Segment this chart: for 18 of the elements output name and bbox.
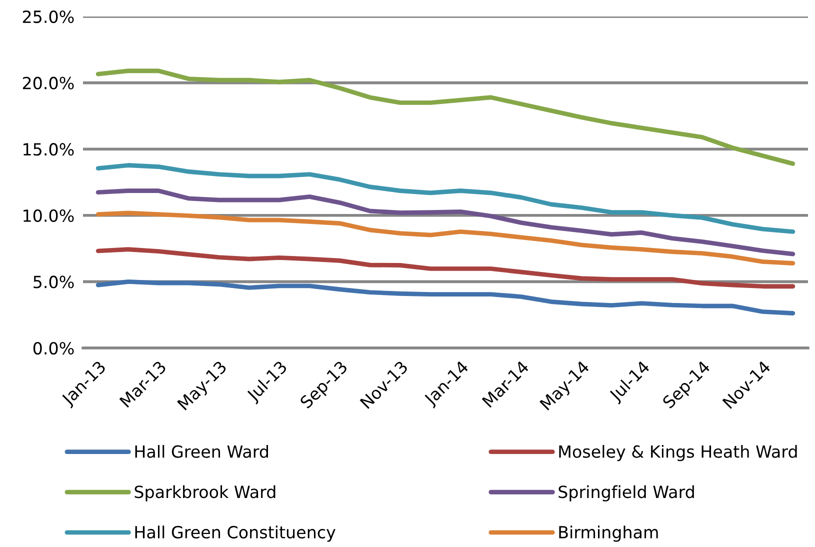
legend-label: Hall Green Ward	[135, 445, 268, 458]
line-series	[96, 210, 796, 266]
line-series	[96, 68, 796, 166]
line-series	[96, 188, 796, 256]
y-tick-label: 15.0%	[24, 143, 74, 156]
line-series	[96, 247, 796, 289]
legend-label: Moseley & Kings Heath Ward	[559, 445, 797, 462]
line-series	[96, 279, 796, 316]
y-tick-label: 25.0%	[22, 10, 74, 24]
legend-label: Sparkbrook Ward	[134, 485, 276, 502]
y-tick-label: 20.0%	[22, 76, 74, 90]
legend-label: Birmingham	[559, 526, 658, 542]
y-tick-label: 0.0%	[33, 342, 74, 355]
y-tick-label: 10.0%	[24, 209, 74, 222]
legend-label: Springfield Ward	[558, 485, 694, 502]
legend-label: Hall Green Constituency	[135, 526, 336, 542]
y-tick-label: 5.0%	[34, 276, 74, 288]
line-series	[96, 163, 796, 234]
